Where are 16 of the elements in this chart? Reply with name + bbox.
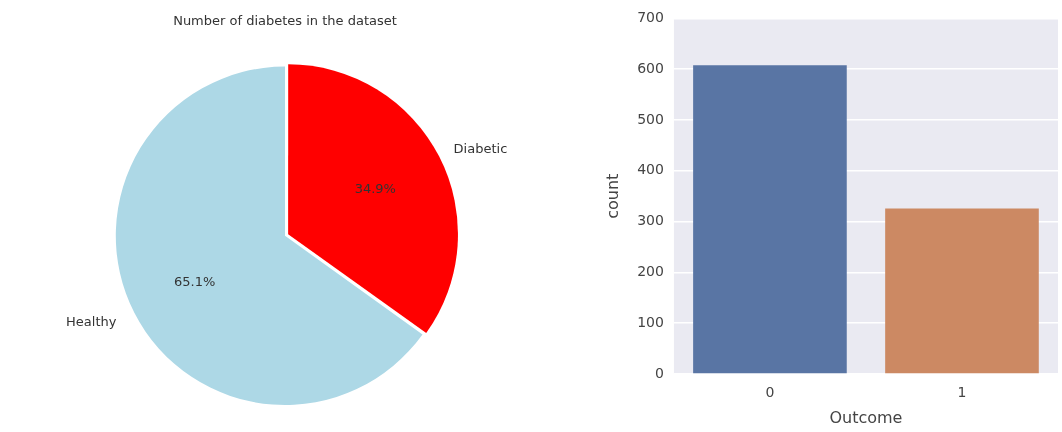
y-tick-label: 300 bbox=[637, 212, 664, 229]
y-tick-label: 700 bbox=[637, 9, 664, 26]
x-tick-label: 1 bbox=[957, 384, 967, 401]
data-label: 34.9% bbox=[354, 180, 396, 196]
y-tick-label: 600 bbox=[637, 59, 664, 76]
y-tick-label: 400 bbox=[637, 161, 664, 178]
y-tick-label: 200 bbox=[637, 263, 664, 280]
slice-label: Diabetic bbox=[453, 140, 508, 156]
slice-label: Healthy bbox=[66, 313, 117, 329]
y-axis-title: count bbox=[602, 173, 622, 219]
y-tick-label: 500 bbox=[637, 110, 664, 127]
y-tick-label: 100 bbox=[637, 313, 664, 330]
y-tick-label: 0 bbox=[655, 364, 664, 381]
chart-title: Number of diabetes in the dataset bbox=[173, 13, 397, 29]
data-label: 65.1% bbox=[174, 273, 216, 289]
x-axis-title: Outcome bbox=[829, 407, 903, 427]
